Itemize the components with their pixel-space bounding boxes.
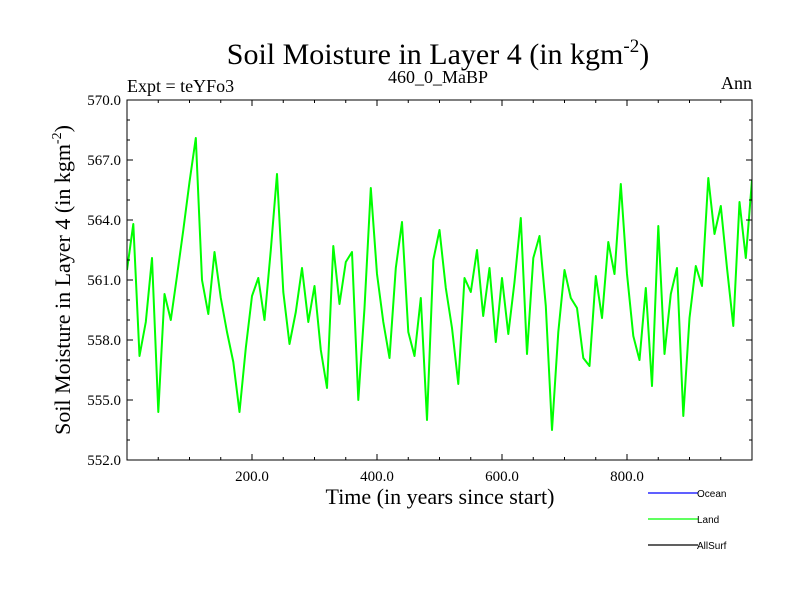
y-tick-label: 567.0 xyxy=(87,153,121,169)
x-tick-label: 200.0 xyxy=(235,469,269,485)
x-tick-label: 400.0 xyxy=(360,469,394,485)
chart-title: Soil Moisture in Layer 4 (in kgm-2) xyxy=(227,36,649,71)
y-axis-label-superscript: -2 xyxy=(50,132,65,144)
plot-frame xyxy=(126,99,753,461)
y-axis-label-close: ) xyxy=(50,125,75,132)
x-axis-label: Time (in years since start) xyxy=(326,484,555,509)
tick-layer: 552.0 555.0 558.0 561.0 564.0 567.0 570.0 200.0… xyxy=(87,93,752,485)
legend: Ocean Land AllSurf xyxy=(648,489,727,552)
chart-title-superscript: -2 xyxy=(623,36,639,57)
y-tick-label: 564.0 xyxy=(87,213,121,229)
legend-label-allsurf: AllSurf xyxy=(697,541,727,552)
series-layer xyxy=(127,137,752,431)
series-line-land xyxy=(127,137,752,431)
experiment-label: Expt = teYFo3 xyxy=(127,76,234,96)
y-tick-label: 552.0 xyxy=(87,453,121,469)
y-tick-label: 561.0 xyxy=(87,273,121,289)
chart-title-close: ) xyxy=(639,38,649,71)
y-axis-label-main: Soil Moisture in Layer 4 (in kgm xyxy=(50,144,75,435)
y-tick-label: 555.0 xyxy=(87,393,121,409)
legend-label-ocean: Ocean xyxy=(697,489,726,500)
y-tick-label: 570.0 xyxy=(87,93,121,109)
season-label: Ann xyxy=(721,73,752,93)
x-tick-label: 600.0 xyxy=(485,469,519,485)
y-axis-label: Soil Moisture in Layer 4 (in kgm-2) xyxy=(50,125,75,435)
legend-label-land: Land xyxy=(697,515,719,526)
chart-title-main: Soil Moisture in Layer 4 (in kgm xyxy=(227,38,624,71)
period-label: 460_0_MaBP xyxy=(388,67,488,87)
y-tick-label: 558.0 xyxy=(87,333,121,349)
x-tick-label: 800.0 xyxy=(610,469,644,485)
